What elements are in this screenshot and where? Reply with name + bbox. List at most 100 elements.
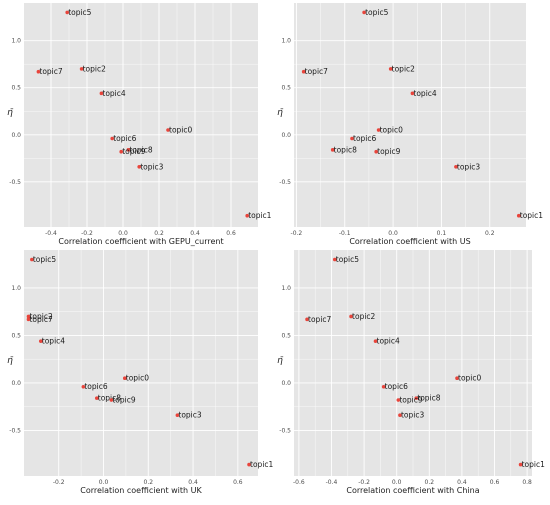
point-label-topic7: topic7 (308, 315, 331, 324)
x-tick-label: 0.0 (99, 479, 109, 486)
y-tick-label: -0.5 (9, 179, 21, 186)
data-point-topic5 (332, 257, 337, 262)
y-axis-label: η̄ (7, 356, 14, 366)
x-tick-label: -0.1 (339, 230, 351, 237)
x-tick-label: 0.0 (118, 230, 128, 237)
y-tick-label: 1.0 (11, 38, 21, 45)
data-point-topic0 (122, 376, 127, 380)
x-tick-label: 0.4 (457, 479, 467, 486)
x-tick-label: -0.2 (358, 479, 370, 486)
y-tick-label: 1.0 (281, 38, 291, 45)
x-tick-label: 0.1 (437, 230, 447, 237)
point-label-topic0: topic0 (169, 126, 192, 135)
data-point-topic3 (175, 413, 180, 418)
y-tick-label: 0.0 (281, 380, 291, 387)
point-label-topic5: topic5 (33, 255, 56, 264)
point-label-topic3: topic3 (401, 411, 424, 420)
data-point-topic9 (396, 398, 401, 402)
point-label-topic8: topic8 (417, 394, 440, 403)
data-point-topic2 (349, 314, 353, 319)
y-axis-label: η̄ (277, 356, 284, 366)
x-tick-label: -0.4 (45, 230, 57, 237)
y-tick-label: 0.0 (281, 132, 291, 139)
chart-panel-2: -0.2 -0.1 0.0 0.1 0.2 1.0 0.5 0.0 -0.5 Correlatio… (277, 3, 543, 246)
point-label-topic0: topic0 (380, 126, 403, 135)
point-label-topic5: topic5 (336, 255, 359, 264)
data-point-topic9 (374, 149, 378, 154)
point-label-topic3: topic3 (140, 162, 163, 171)
point-label-topic7: topic7 (305, 67, 328, 76)
data-point-topic5 (30, 257, 34, 262)
x-tick-label: 0.4 (188, 479, 198, 486)
x-tick-label: 0.0 (388, 230, 398, 237)
point-label-topic4: topic4 (102, 89, 125, 98)
x-tick-label: 0.2 (154, 230, 164, 237)
y-tick-label: 0.0 (11, 132, 21, 139)
point-label-topic9: topic9 (112, 396, 135, 405)
data-point-topic4 (99, 91, 104, 96)
y-tick-label: 1.0 (11, 285, 21, 292)
x-tick-label: -0.6 (293, 479, 305, 486)
point-label-topic5: topic5 (68, 8, 91, 17)
x-tick-label: 0.8 (522, 479, 532, 486)
point-label-topic7: topic7 (29, 315, 52, 324)
point-label-topic1: topic1 (522, 460, 545, 469)
point-label-topic4: topic4 (42, 337, 65, 346)
data-point-topic8 (126, 148, 131, 152)
x-tick-label: -0.2 (291, 230, 303, 237)
x-axis-label: Correlation coefficient with GEPU_curren… (58, 237, 223, 246)
data-point-topic7 (301, 69, 306, 74)
data-point-topic9 (119, 149, 123, 154)
point-label-topic6: topic6 (353, 134, 376, 143)
chart-panel-1: -0.4 -0.2 0.0 0.2 0.4 0.6 1.0 0.5 0.0 -0.5 Correla… (7, 3, 272, 246)
data-point-topic3 (137, 164, 141, 169)
data-point-topic6 (81, 384, 86, 389)
data-point-topic2 (388, 67, 393, 71)
point-label-topic0: topic0 (458, 374, 481, 383)
point-label-topic8: topic8 (98, 394, 121, 403)
data-point-topic7 (26, 317, 31, 322)
data-point-topic2 (26, 314, 31, 319)
point-label-topic9: topic9 (122, 147, 145, 156)
y-tick-label: 0.5 (11, 332, 21, 339)
x-axis-label: Correlation coefficient with China (346, 486, 479, 495)
y-tick-label: 1.0 (281, 285, 291, 292)
y-tick-label: -0.5 (279, 179, 291, 186)
data-point-topic4 (373, 339, 378, 343)
y-tick-label: -0.5 (9, 427, 21, 434)
point-label-topic1: topic1 (248, 211, 271, 220)
x-tick-label: 0.6 (226, 230, 236, 237)
y-axis-label: η̄ (277, 108, 284, 118)
data-point-topic5 (65, 10, 69, 15)
data-point-topic1 (247, 462, 251, 467)
point-label-topic8: topic8 (129, 145, 152, 154)
point-label-topic4: topic4 (413, 89, 436, 98)
x-tick-label: -0.2 (53, 479, 65, 486)
data-point-topic8 (414, 396, 419, 400)
data-point-topic5 (362, 10, 366, 15)
point-label-topic3: topic3 (457, 162, 480, 171)
y-tick-label: 0.5 (281, 85, 291, 92)
point-label-topic9: topic9 (377, 147, 400, 156)
plot-background (294, 3, 526, 227)
data-point-topic6 (350, 136, 354, 141)
data-point-topic1 (245, 213, 249, 218)
point-label-topic7: topic7 (39, 67, 62, 76)
data-point-topic3 (454, 164, 458, 169)
data-point-topic6 (381, 384, 386, 389)
point-label-topic2: topic2 (352, 312, 375, 321)
data-point-topic8 (330, 148, 335, 152)
point-label-topic8: topic8 (334, 145, 357, 154)
chart-panel-3: -0.2 0.0 0.2 0.4 0.6 1.0 0.5 0.0 -0.5 Correlation… (7, 250, 274, 495)
y-tick-label: -0.5 (279, 427, 291, 434)
x-tick-label: 0.2 (485, 230, 495, 237)
data-point-topic1 (516, 213, 521, 218)
data-point-topic8 (94, 396, 99, 400)
point-label-topic2: topic2 (29, 312, 52, 321)
y-axis-label: η̄ (7, 108, 14, 118)
y-tick-label: 0.0 (11, 380, 21, 387)
y-tick-label: 0.5 (281, 332, 291, 339)
x-tick-label: 0.2 (425, 479, 435, 486)
data-point-topic2 (79, 67, 84, 71)
